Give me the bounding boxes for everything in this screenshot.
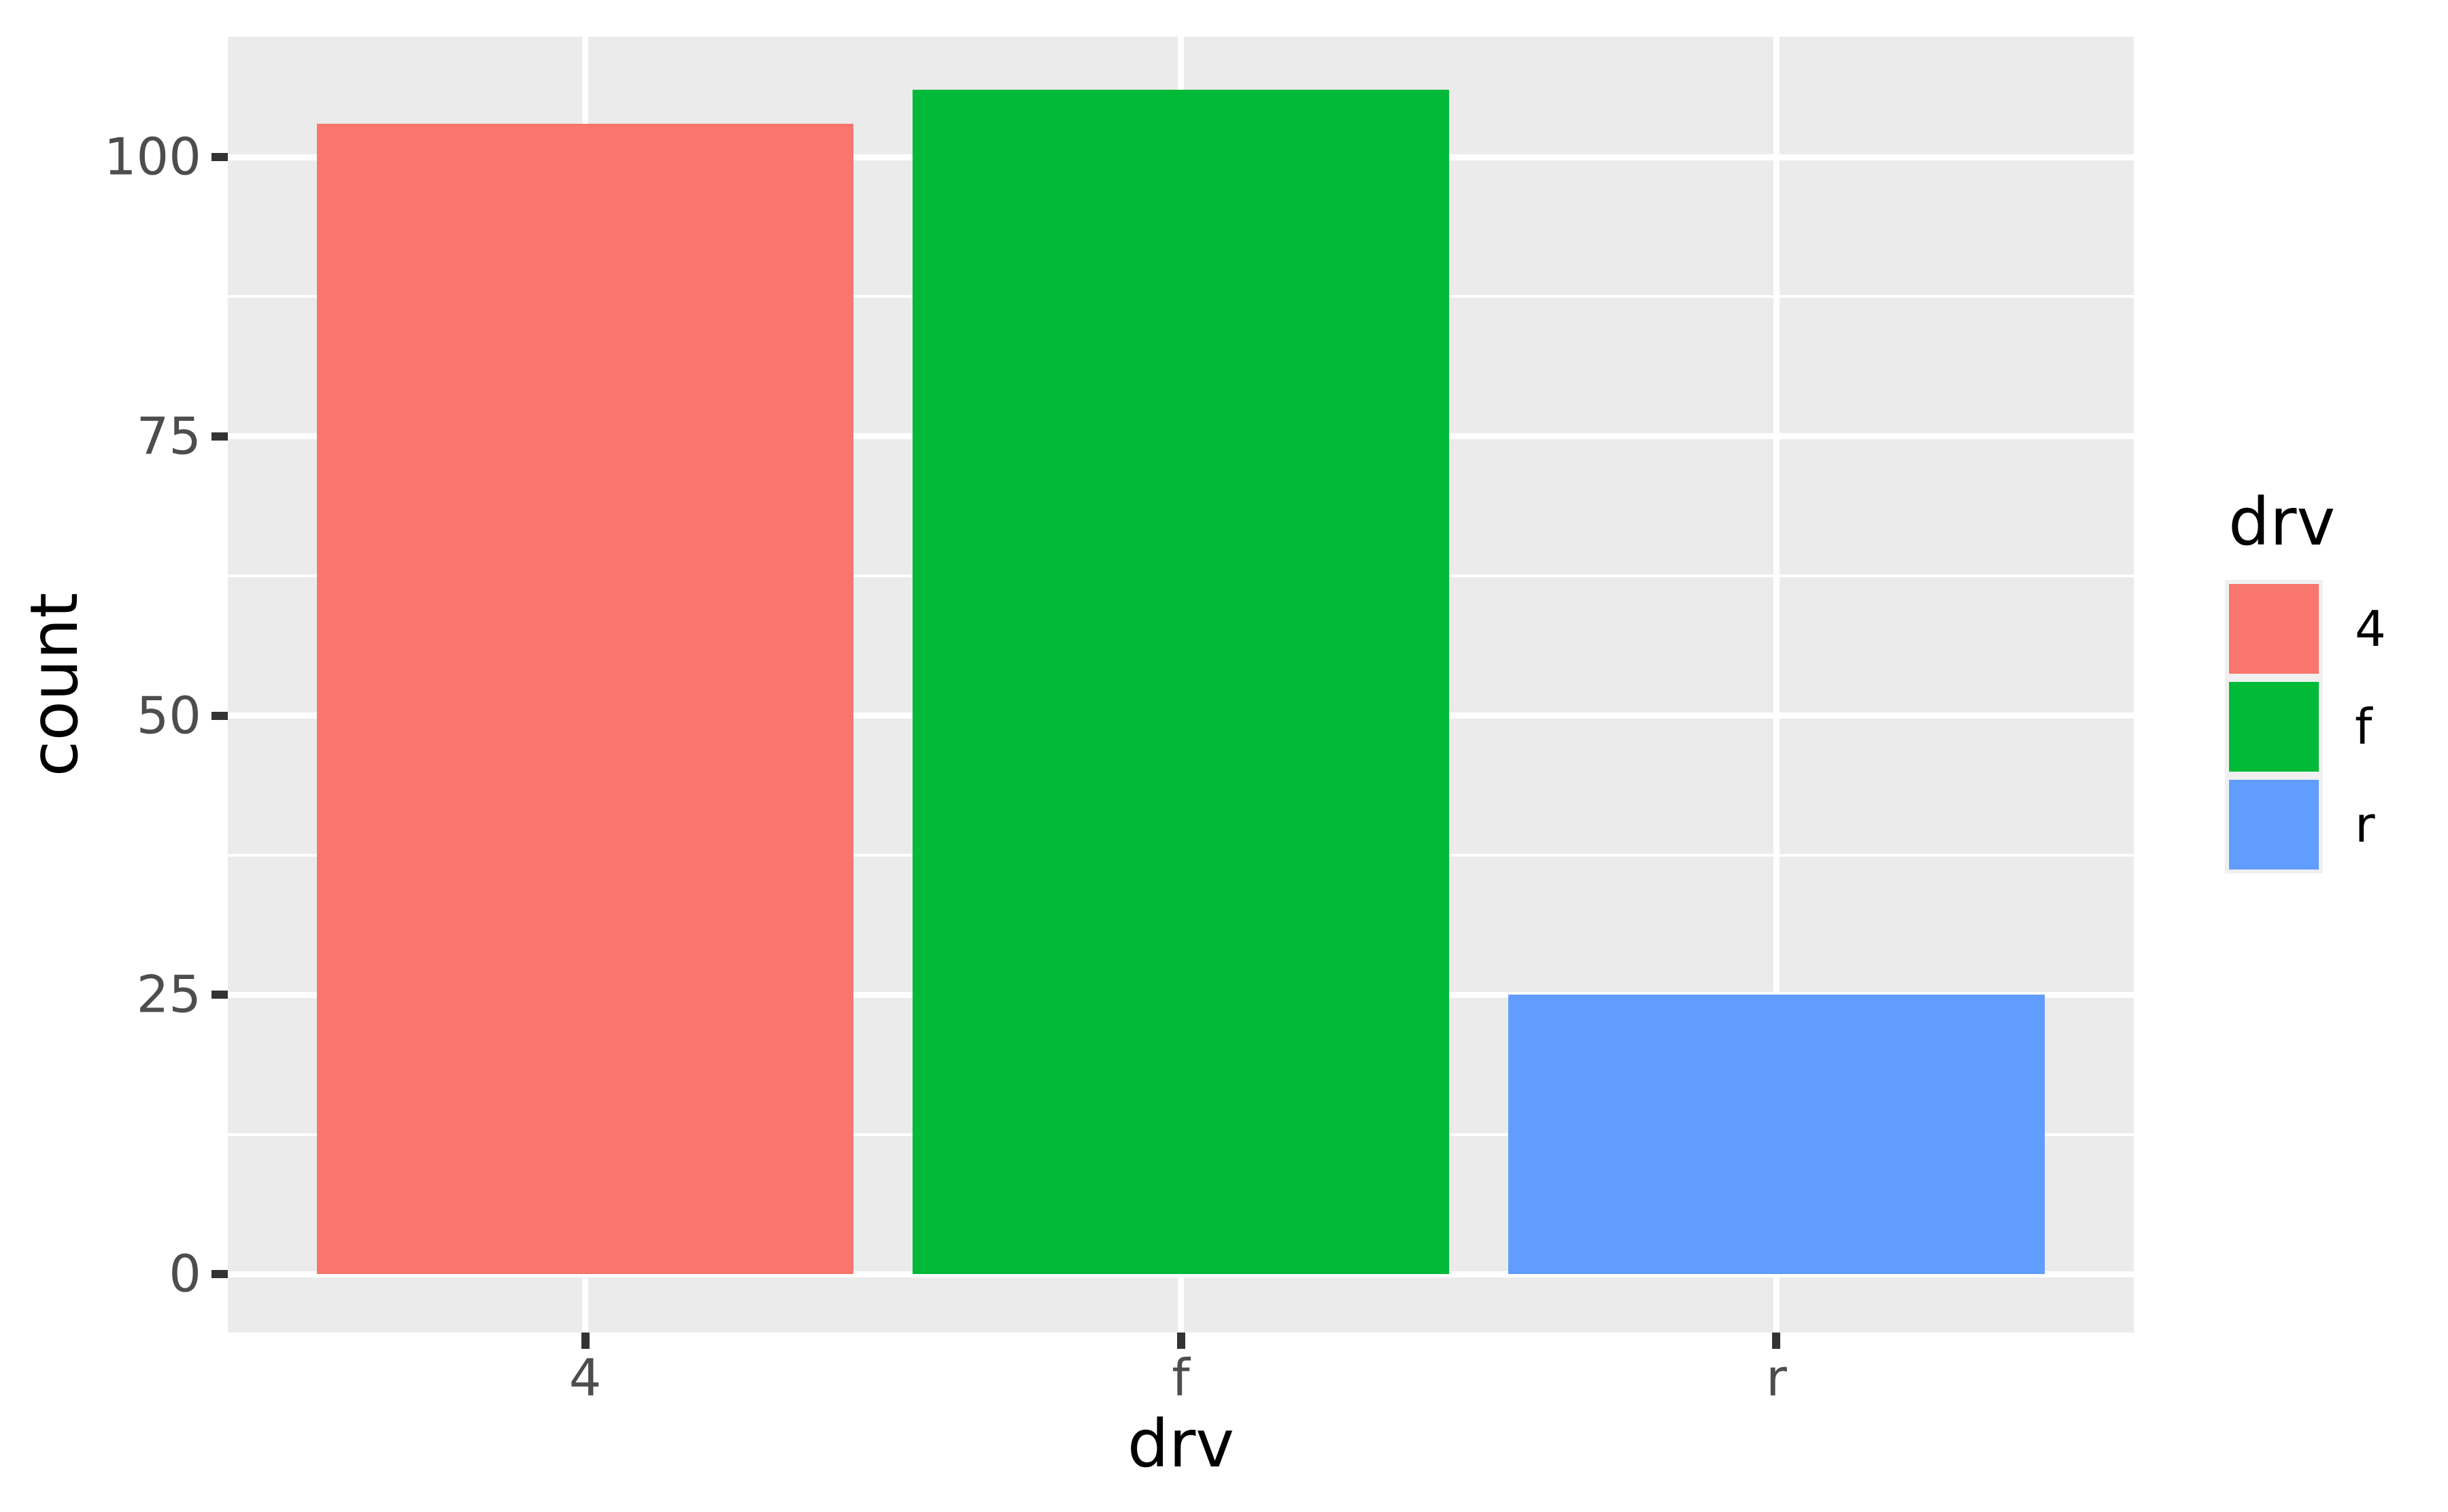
plot-panel <box>228 37 2134 1333</box>
y-tick-label-50: 50 <box>136 685 201 745</box>
y-tick-mark-50 <box>211 711 228 720</box>
y-tick-mark-0 <box>211 1270 228 1278</box>
x-tick-mark-f <box>1176 1333 1185 1349</box>
y-axis-title: count <box>16 592 92 777</box>
x-tick-label-4: 4 <box>568 1347 602 1408</box>
legend-swatch-f <box>2229 682 2319 772</box>
legend-label-4: 4 <box>2355 600 2386 657</box>
bar-4 <box>317 123 853 1274</box>
bar-r <box>1508 995 2045 1274</box>
y-tick-mark-75 <box>211 432 228 441</box>
y-tick-mark-100 <box>211 153 228 161</box>
x-axis-title: drv <box>1127 1406 1235 1482</box>
major-gridline-x-r <box>1773 37 1780 1333</box>
x-tick-mark-4 <box>581 1333 590 1349</box>
bar-f <box>913 90 1449 1274</box>
y-tick-mark-25 <box>211 991 228 999</box>
y-tick-label-75: 75 <box>136 406 201 466</box>
legend-label-f: f <box>2355 698 2373 755</box>
legend-title: drv <box>2228 484 2336 560</box>
y-tick-label-0: 0 <box>169 1243 201 1304</box>
legend-swatch-r <box>2229 780 2319 870</box>
y-tick-label-25: 25 <box>136 964 201 1025</box>
x-tick-label-f: f <box>1172 1347 1190 1408</box>
legend-swatch-4 <box>2229 584 2319 674</box>
y-tick-label-100: 100 <box>103 126 201 187</box>
legend-label-r: r <box>2355 796 2375 853</box>
x-tick-label-r: r <box>1766 1347 1787 1408</box>
x-tick-mark-r <box>1772 1333 1781 1349</box>
